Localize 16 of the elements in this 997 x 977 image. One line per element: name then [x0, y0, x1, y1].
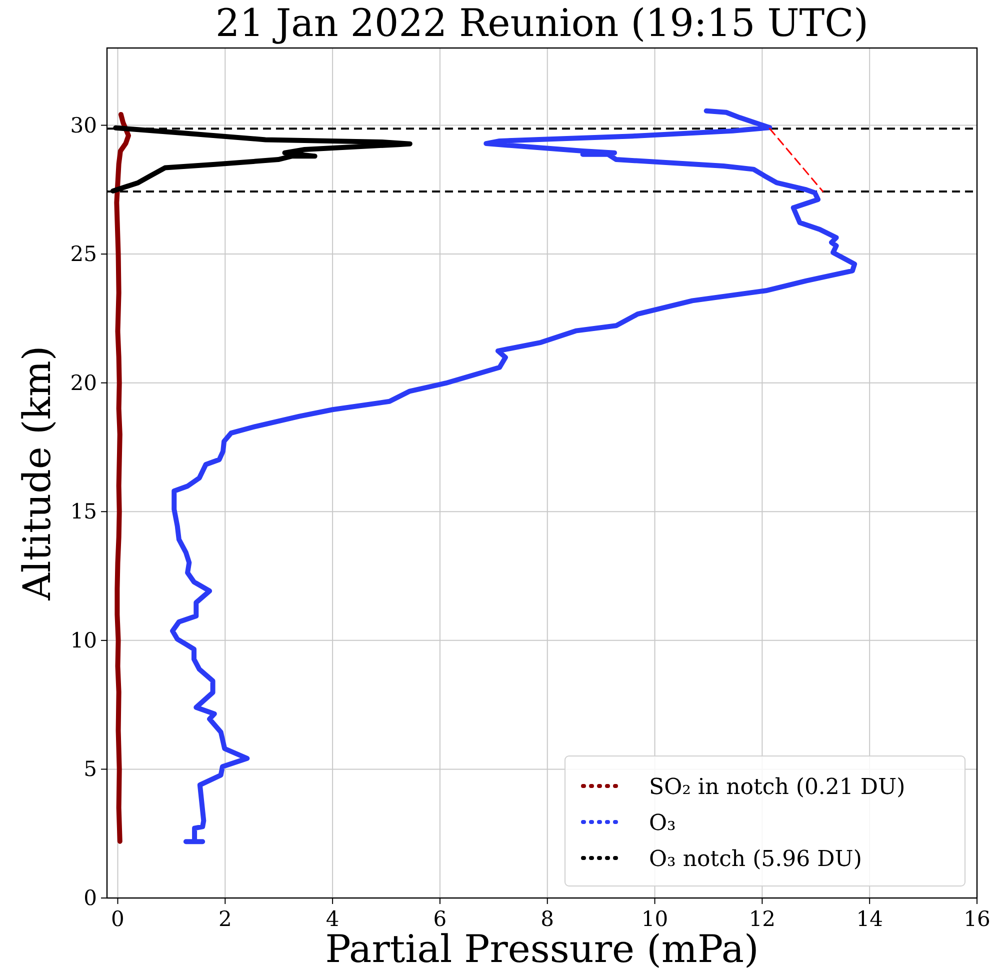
y-tick-label: 5 — [84, 757, 97, 782]
chart-title: 21 Jan 2022 Reunion (19:15 UTC) — [216, 1, 868, 45]
y-tick-label: 10 — [70, 628, 97, 652]
y-tick-label: 25 — [70, 242, 97, 266]
legend-label: O₃ notch (5.96 DU) — [649, 847, 862, 872]
y-tick-label: 30 — [70, 113, 97, 138]
y-tick-label: 20 — [70, 370, 97, 395]
y-tick-label: 0 — [84, 886, 97, 910]
x-tick-label: 14 — [856, 907, 883, 931]
x-tick-label: 0 — [111, 907, 124, 931]
legend-label: O₃ — [649, 811, 676, 836]
x-tick-label: 16 — [964, 907, 990, 931]
legend-label: SO₂ in notch (0.21 DU) — [649, 775, 906, 800]
y-tick-label: 15 — [70, 500, 97, 524]
y-axis-title: Altitude (km) — [15, 346, 59, 602]
x-tick-label: 2 — [218, 907, 232, 931]
